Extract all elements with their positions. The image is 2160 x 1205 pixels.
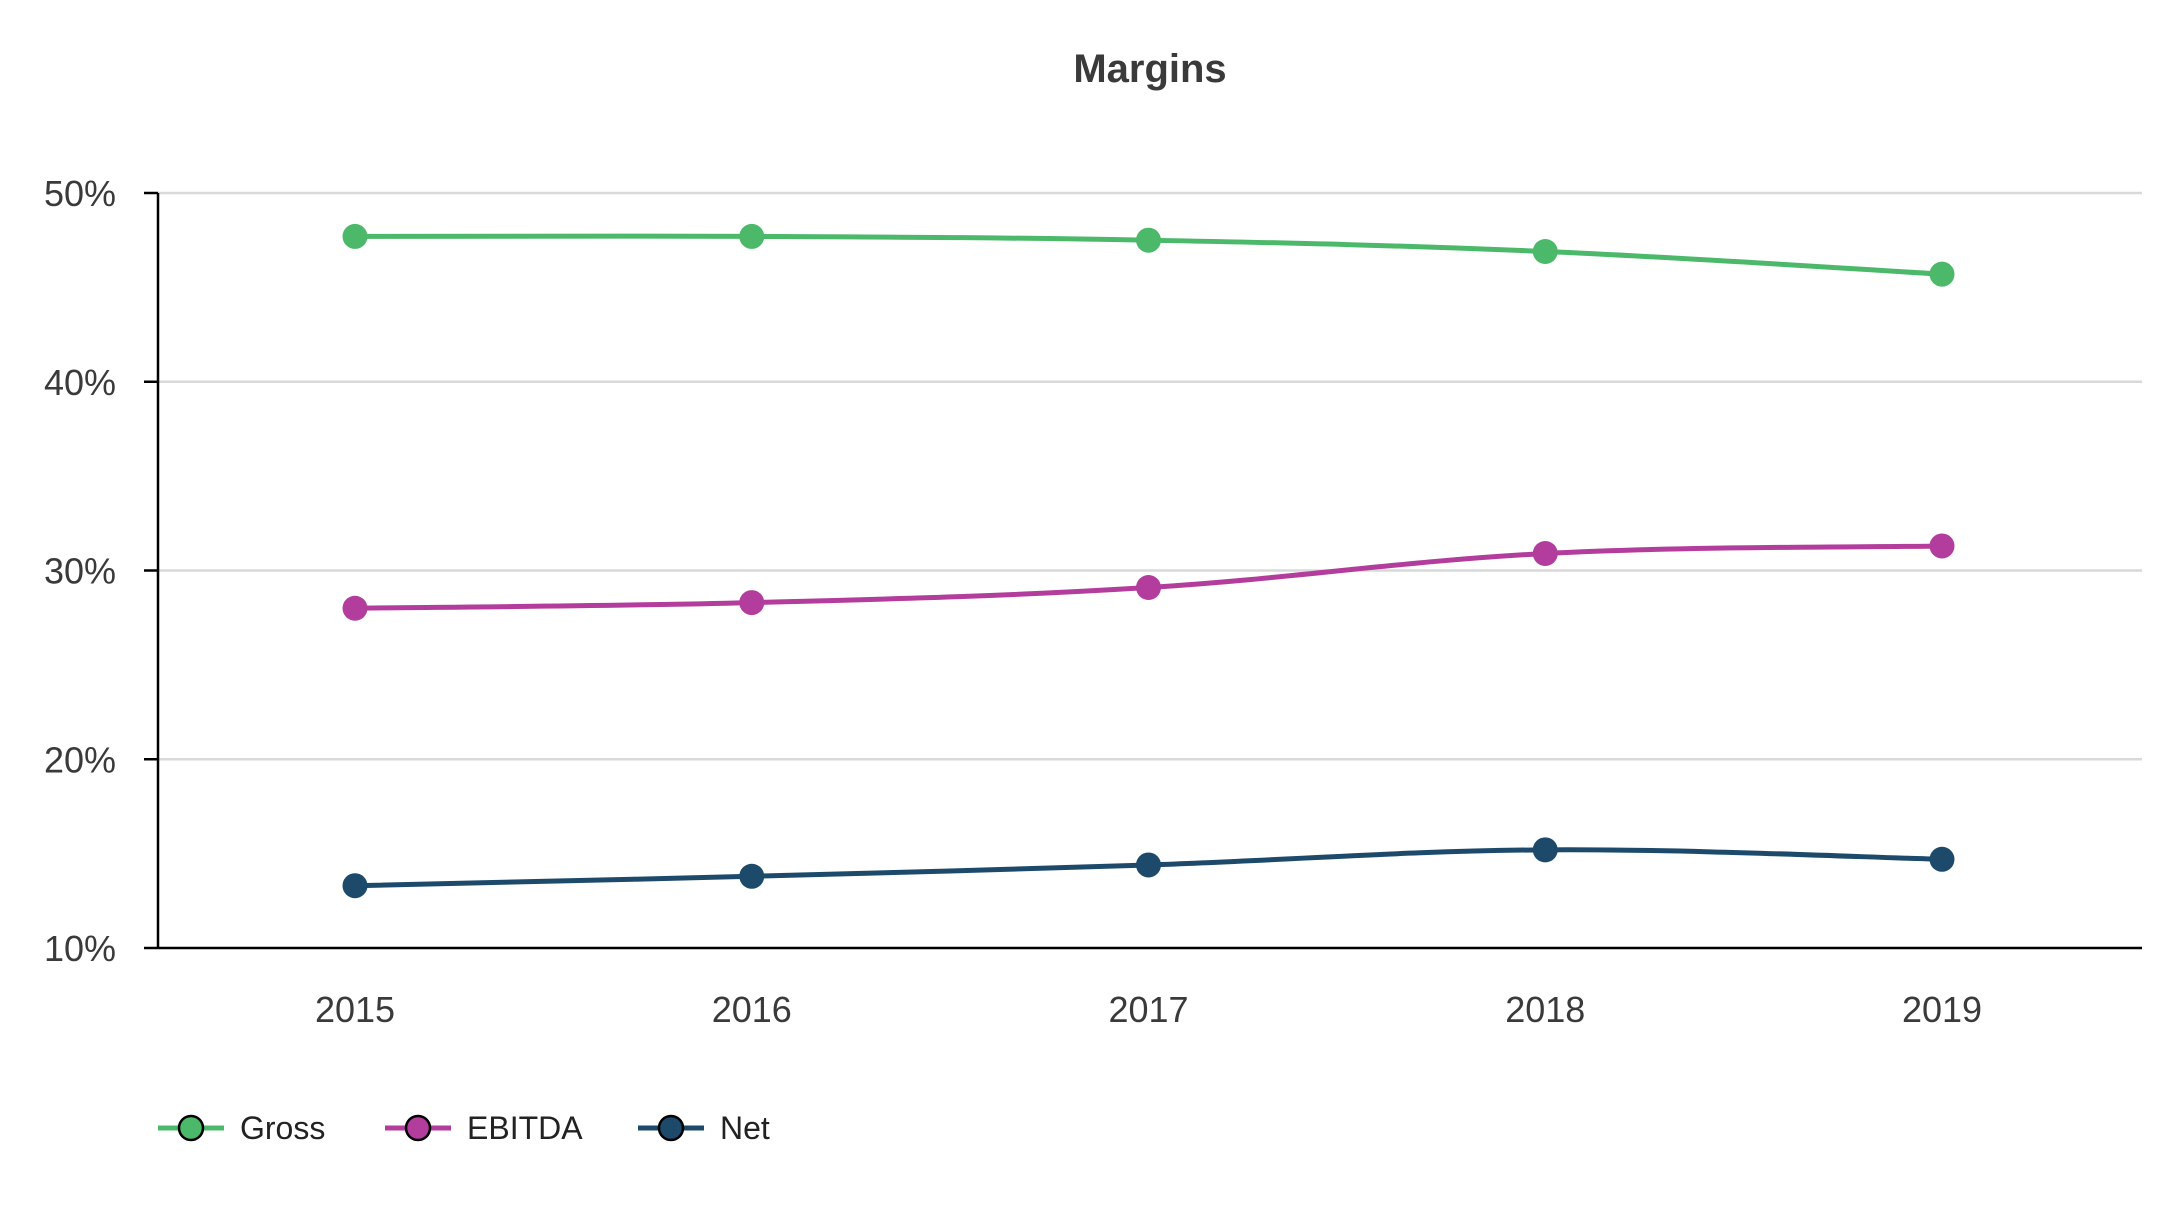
- x-tick-label: 2015: [315, 989, 395, 1030]
- legend-label-gross: Gross: [240, 1110, 325, 1146]
- legend-item-ebitda: EBITDA: [385, 1110, 583, 1146]
- chart-title: Margins: [1073, 47, 1226, 91]
- series-ebitda: [342, 533, 1955, 621]
- data-point-net-2017: [1136, 852, 1161, 878]
- data-point-ebitda-2017: [1136, 574, 1161, 600]
- legend-label-ebitda: EBITDA: [467, 1110, 583, 1146]
- data-point-net-2019: [1929, 846, 1955, 872]
- data-point-ebitda-2015: [342, 595, 368, 621]
- y-tick-label: 50%: [44, 173, 116, 214]
- data-point-gross-2019: [1929, 261, 1955, 287]
- data-point-net-2018: [1532, 837, 1558, 863]
- legend-item-gross: Gross: [158, 1110, 325, 1146]
- data-point-ebitda-2016: [739, 590, 765, 616]
- y-tick-label: 40%: [44, 362, 116, 403]
- y-axis-ticks: 10% 20% 30% 40% 50%: [44, 173, 116, 969]
- x-axis-ticks: 2015 2016 2017 2018 2019: [315, 989, 1982, 1030]
- x-tick-label: 2016: [712, 989, 792, 1030]
- axes: [144, 191, 2142, 950]
- series-gross: [342, 223, 1955, 287]
- data-point-net-2016: [739, 863, 765, 889]
- series-net: [342, 837, 1955, 899]
- data-point-gross-2016: [739, 223, 765, 249]
- grid-lines: [158, 191, 2142, 761]
- data-point-gross-2015: [342, 223, 368, 249]
- legend-item-net: Net: [638, 1110, 770, 1146]
- legend-marker-net: [657, 1114, 685, 1142]
- x-tick-label: 2018: [1505, 989, 1585, 1030]
- x-tick-label: 2019: [1902, 989, 1982, 1030]
- y-tick-label: 10%: [44, 928, 116, 969]
- x-tick-label: 2017: [1108, 989, 1188, 1030]
- legend-marker-gross: [177, 1114, 205, 1142]
- series-lines: [342, 223, 1955, 899]
- y-tick-label: 20%: [44, 739, 116, 780]
- y-tick-label: 30%: [44, 551, 116, 592]
- legend: Gross EBITDA Net: [158, 1110, 770, 1146]
- legend-label-net: Net: [720, 1110, 770, 1146]
- data-point-net-2015: [342, 873, 368, 899]
- data-point-gross-2017: [1136, 227, 1161, 253]
- data-point-ebitda-2019: [1929, 533, 1955, 559]
- data-point-gross-2018: [1532, 239, 1558, 265]
- legend-marker-ebitda: [404, 1114, 432, 1142]
- data-point-ebitda-2018: [1532, 541, 1558, 567]
